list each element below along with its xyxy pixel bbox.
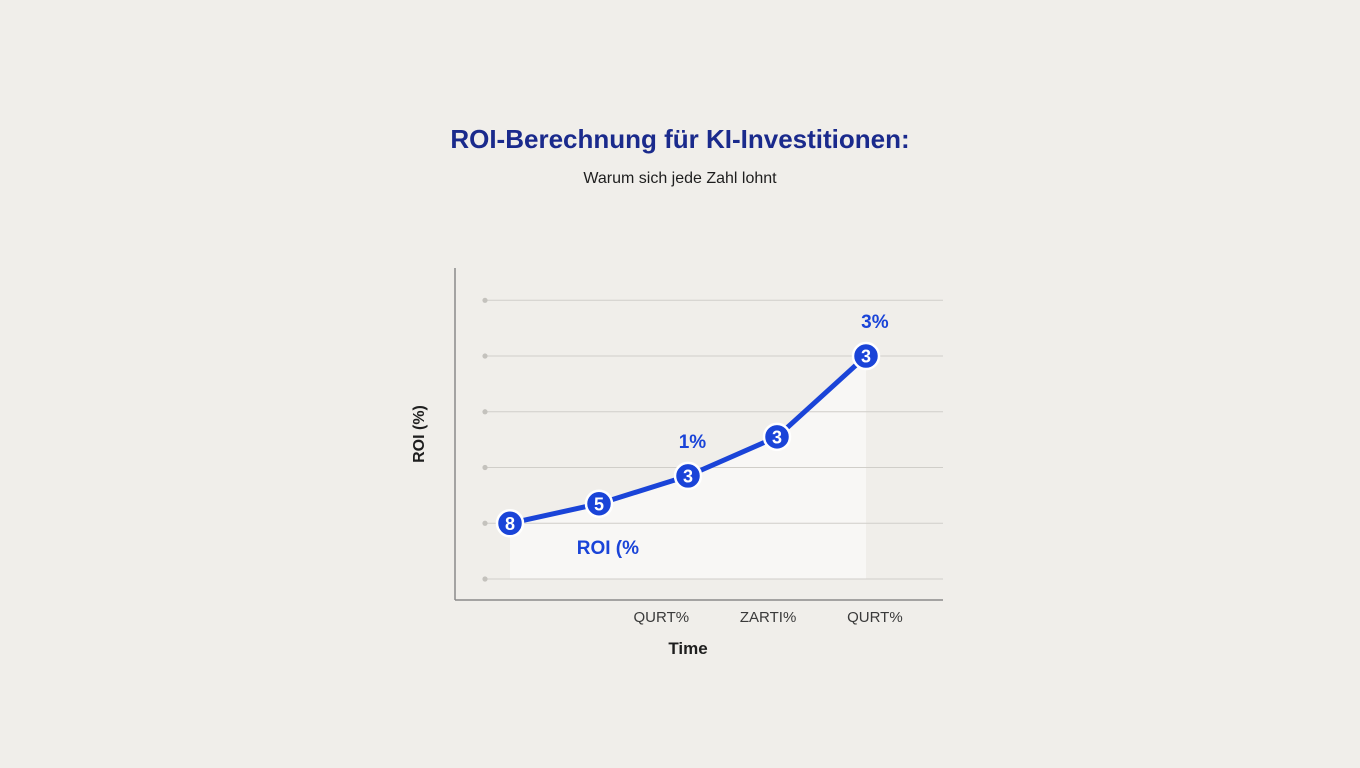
annotation-0: ROI (% — [577, 538, 639, 559]
x-tick-label-1: ZARTI% — [740, 609, 796, 626]
x-axis-title: Time — [668, 639, 707, 658]
chart-subtitle: Warum sich jede Zahl lohnt — [583, 170, 777, 187]
y-tick-dot-2 — [482, 464, 488, 471]
data-point-label-1: 5 — [594, 494, 604, 514]
data-point-1 — [584, 489, 614, 518]
y-tick-dot-0 — [482, 576, 488, 582]
data-point-label-3: 3 — [772, 427, 782, 447]
data-point-label-2: 3 — [683, 466, 693, 486]
y-axis-title: ROI (%) — [411, 405, 428, 463]
data-point-2 — [673, 461, 703, 491]
y-tick-dot-5 — [482, 297, 488, 303]
x-tick-label-2: QURT% — [847, 609, 903, 626]
chart-title: ROI-Berechnung für KI-Investitionen: — [450, 124, 910, 154]
data-point-label-4: 3 — [861, 347, 871, 367]
data-point-0 — [495, 509, 525, 538]
y-tick-dot-3 — [482, 409, 488, 415]
data-point-4 — [851, 341, 881, 371]
annotation-2: 3% — [861, 312, 889, 333]
x-tick-label-0: QURT% — [634, 609, 690, 626]
data-point-3 — [762, 422, 792, 452]
annotation-1: 1% — [679, 432, 707, 453]
y-tick-dot-1 — [482, 520, 488, 526]
data-point-label-0: 8 — [505, 514, 515, 534]
y-tick-dot-4 — [482, 353, 488, 359]
